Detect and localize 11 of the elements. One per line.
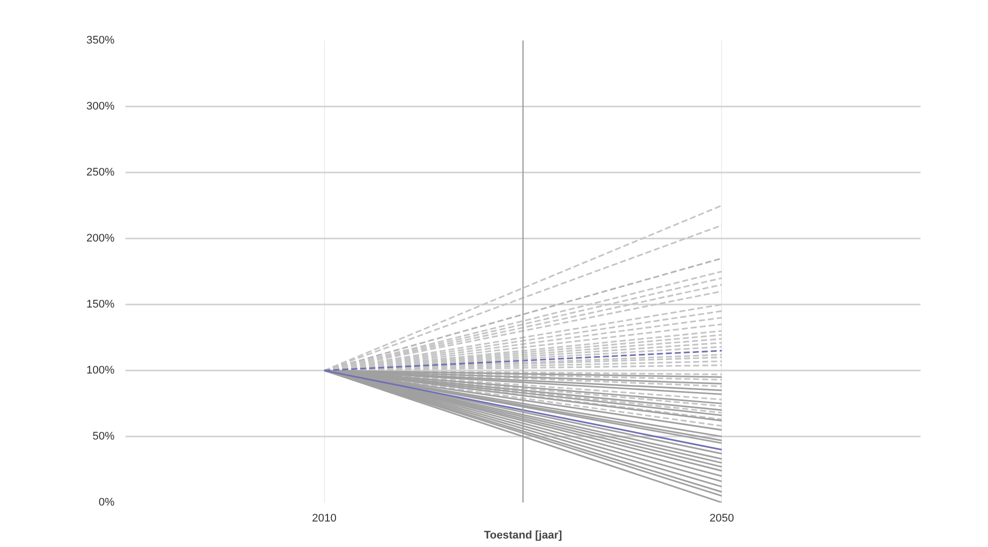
y-tick-label: 50% <box>92 430 115 442</box>
y-tick-label: 250% <box>86 166 115 178</box>
x-tick-label: 2050 <box>710 512 734 524</box>
y-tick-label: 0% <box>98 496 115 508</box>
x-axis-title: Toestand [jaar] <box>484 530 562 542</box>
y-tick-label: 100% <box>86 364 115 376</box>
y-tick-label: 350% <box>86 34 115 46</box>
y-tick-label: 300% <box>86 100 115 112</box>
x-tick-label: 2010 <box>312 512 336 524</box>
y-tick-label: 150% <box>86 298 115 310</box>
y-tick-label: 200% <box>86 232 115 244</box>
